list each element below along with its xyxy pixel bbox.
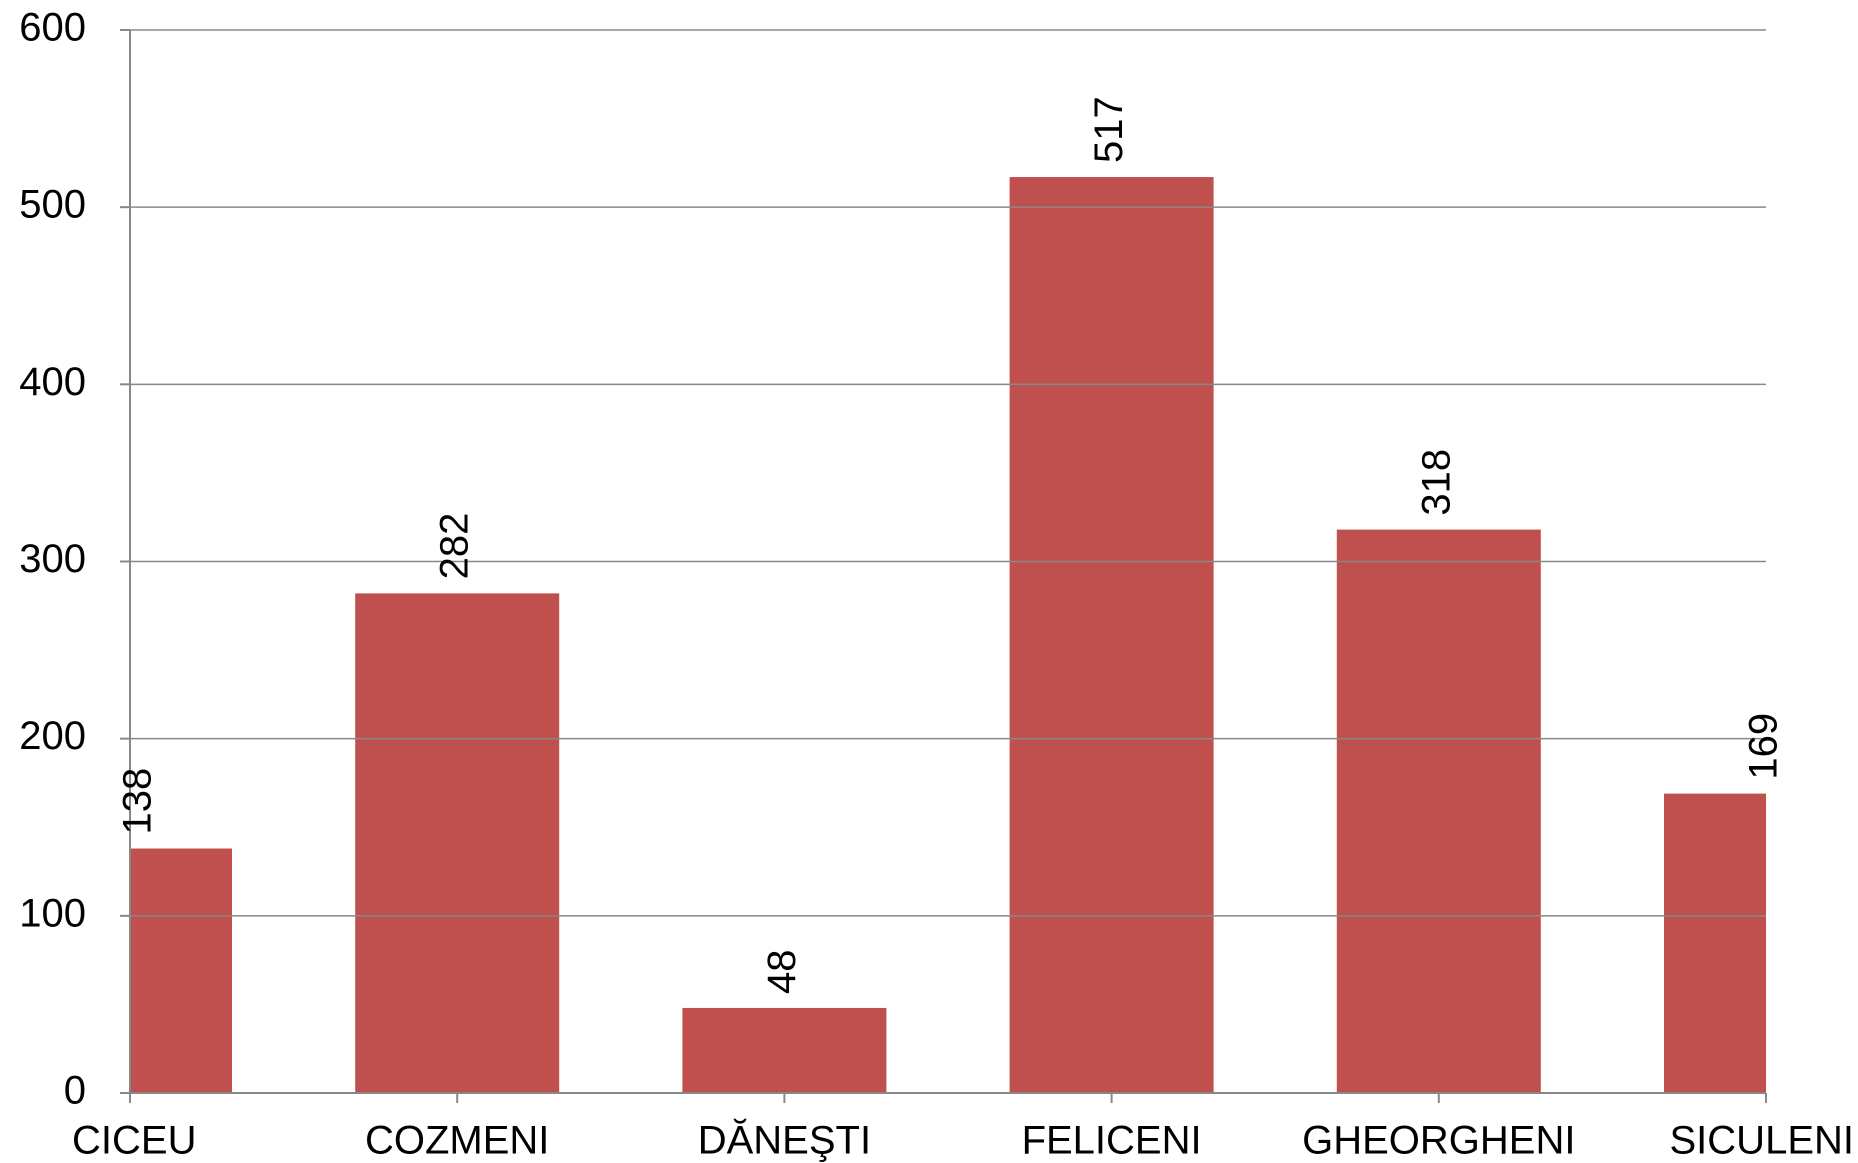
bar — [355, 593, 560, 1093]
x-tick-label: CICEU — [72, 1119, 196, 1163]
plot-area — [130, 177, 1766, 1093]
x-tick-label: COZMENI — [365, 1119, 549, 1163]
x-tick-label: FELICENI — [1022, 1119, 1202, 1163]
y-tick-label: 200 — [19, 714, 86, 758]
data-label: 517 — [1087, 96, 1131, 163]
bar — [1336, 529, 1541, 1093]
y-tick-label: 600 — [19, 6, 86, 50]
data-label: 138 — [116, 768, 160, 835]
x-tick-label: SICULENI — [1670, 1119, 1855, 1163]
data-label: 282 — [433, 513, 477, 580]
x-tick-label: GHEORGHENI — [1302, 1119, 1575, 1163]
data-label: 48 — [760, 949, 804, 994]
bar — [130, 848, 232, 1093]
y-tick-label: 500 — [19, 183, 86, 227]
data-label: 318 — [1414, 449, 1458, 516]
bar — [1664, 793, 1766, 1093]
bar — [682, 1007, 887, 1093]
y-tick-label: 300 — [19, 537, 86, 581]
data-label: 169 — [1742, 713, 1786, 780]
y-tick-label: 400 — [19, 360, 86, 404]
y-tick-label: 0 — [64, 1069, 86, 1113]
bar — [1009, 177, 1214, 1093]
y-tick-label: 100 — [19, 891, 86, 935]
x-tick-label: DĂNEŞTI — [698, 1118, 871, 1163]
